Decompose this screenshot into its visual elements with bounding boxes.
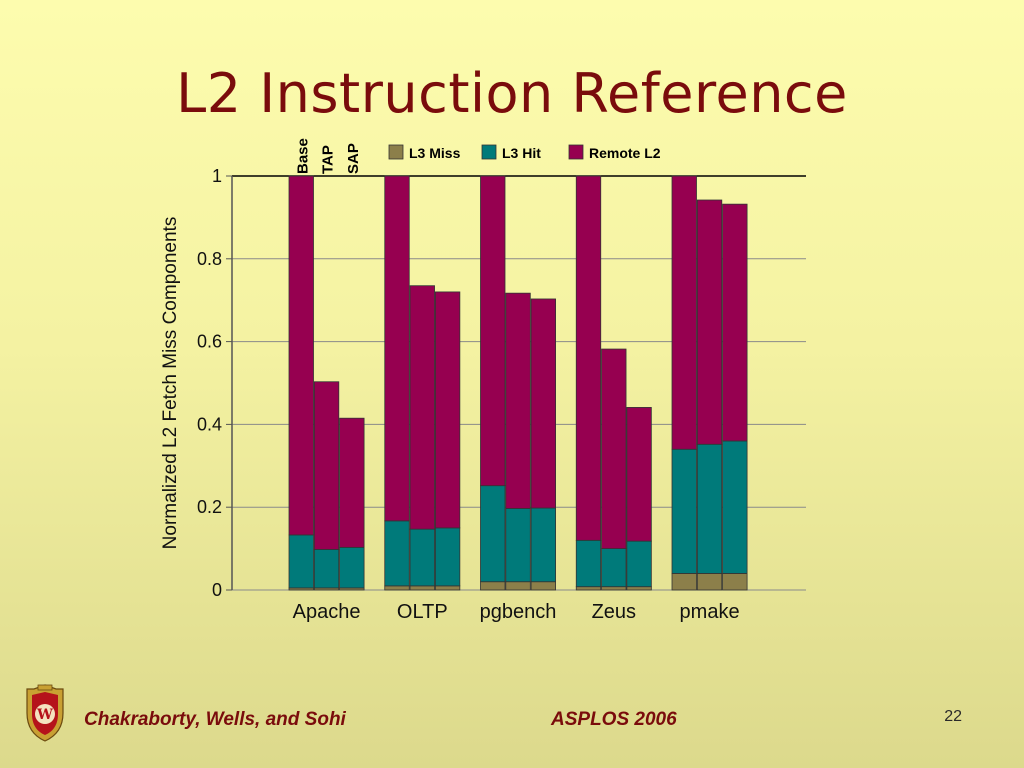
bar-segment-l3-hit: [671, 448, 697, 574]
bar-segment-remote-l2: [671, 175, 697, 450]
y-tick-label: 0.8: [197, 249, 222, 269]
x-tick-label: Zeus: [592, 601, 636, 623]
y-tick-label: 0.2: [197, 497, 222, 517]
slide-title: L2 Instruction Reference: [176, 62, 848, 125]
y-axis-label: Normalized L2 Fetch Miss Components: [160, 217, 181, 550]
x-tick-label: Apache: [293, 601, 361, 623]
bar-segment-l3-miss: [409, 585, 435, 591]
bar-segment-remote-l2: [409, 285, 435, 530]
bar-segment-remote-l2: [575, 175, 602, 541]
bar-segment-l3-miss: [626, 586, 652, 591]
bar-segment-l3-hit: [626, 540, 652, 588]
bar-segment-l3-hit: [384, 520, 410, 587]
bar-segment-l3-miss: [575, 586, 602, 591]
variant-labels: Base TAP SAP: [294, 138, 362, 174]
bar-segment-remote-l2: [480, 175, 506, 487]
variant-label: SAP: [345, 143, 362, 174]
bar-segment-l3-miss: [696, 573, 723, 591]
bar-segment-l3-miss: [480, 581, 506, 591]
x-tick-label: pgbench: [480, 601, 557, 623]
y-tick-label: 1: [212, 166, 222, 186]
x-tick-label: OLTP: [397, 601, 448, 623]
legend-swatch: [388, 144, 404, 160]
bar-segment-l3-miss: [601, 586, 627, 591]
bar-segment-l3-hit: [313, 549, 340, 589]
bar-segment-l3-hit: [722, 440, 748, 574]
variant-label: Base: [294, 138, 311, 174]
bar-segment-l3-hit: [480, 485, 506, 583]
bar-segment-l3-hit: [434, 527, 461, 587]
bar-segment-l3-miss: [434, 585, 461, 591]
bar-segment-remote-l2: [722, 203, 748, 442]
svg-text:W: W: [36, 707, 53, 723]
legend: L3 Miss L3 Hit Remote L2: [388, 144, 661, 161]
bar-segment-l3-hit: [530, 507, 556, 583]
bar-segment-l3-miss: [722, 573, 748, 591]
footer-venue: ASPLOS 2006: [551, 709, 677, 730]
bar-segment-l3-hit: [696, 443, 723, 574]
variant-label: TAP: [320, 145, 337, 174]
legend-swatch: [481, 144, 497, 160]
x-tick-labels: Apache OLTP pgbench Zeus pmake: [293, 601, 740, 623]
bar-segment-l3-hit: [575, 539, 602, 588]
bar-segment-remote-l2: [339, 417, 365, 548]
bar-segment-l3-hit: [288, 534, 314, 589]
bar-segment-remote-l2: [313, 381, 340, 550]
x-tick-label: pmake: [680, 601, 740, 623]
bar-segment-l3-miss: [384, 585, 410, 591]
page-number: 22: [944, 708, 962, 725]
bar-segment-l3-miss: [505, 581, 531, 591]
bar-segment-l3-hit: [601, 548, 627, 588]
bar-segment-remote-l2: [696, 199, 723, 445]
bar-segment-l3-hit: [409, 528, 435, 587]
bars: [288, 175, 748, 591]
legend-label: L3 Hit: [502, 145, 541, 161]
footer-authors: Chakraborty, Wells, and Sohi: [84, 709, 346, 730]
legend-label: L3 Miss: [409, 145, 461, 161]
bar-segment-l3-hit: [339, 546, 365, 589]
bar-segment-remote-l2: [434, 291, 461, 529]
stacked-bar-chart: 0 0.2 0.4 0.6 0.8 1 Apache OLTP pgbench Zeus pmak…: [160, 138, 806, 623]
y-tick-labels: 0 0.2 0.4 0.6 0.8 1: [197, 166, 232, 600]
bar-segment-remote-l2: [505, 292, 531, 509]
bar-segment-l3-miss: [671, 573, 697, 591]
y-tick-label: 0.4: [197, 414, 222, 434]
bar-segment-l3-miss: [530, 581, 556, 591]
bar-segment-l3-hit: [505, 508, 531, 583]
university-crest-logo: W: [26, 684, 64, 742]
bar-segment-remote-l2: [288, 175, 314, 536]
y-tick-label: 0: [212, 580, 222, 600]
legend-label: Remote L2: [589, 145, 661, 161]
bar-segment-remote-l2: [601, 348, 627, 550]
bar-segment-remote-l2: [626, 407, 652, 542]
bar-segment-remote-l2: [384, 175, 410, 522]
legend-swatch: [568, 144, 584, 160]
bar-segment-remote-l2: [530, 298, 556, 509]
y-tick-label: 0.6: [197, 332, 222, 352]
